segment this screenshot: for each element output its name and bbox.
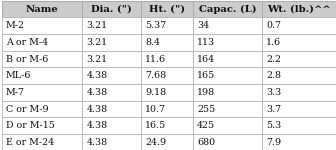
Bar [193, 84, 262, 101]
Text: B or M-6: B or M-6 [6, 55, 48, 64]
Bar [262, 84, 336, 101]
Bar [262, 101, 336, 117]
Text: M-7: M-7 [6, 88, 25, 97]
Bar [141, 117, 193, 134]
Bar [2, 117, 82, 134]
Text: E or M-24: E or M-24 [6, 138, 54, 147]
Bar [193, 101, 262, 117]
Text: 2.2: 2.2 [266, 55, 281, 64]
Bar [141, 1, 193, 17]
Bar [82, 17, 141, 34]
Text: 680: 680 [197, 138, 215, 147]
Text: C or M-9: C or M-9 [6, 105, 48, 114]
Text: 1.6: 1.6 [266, 38, 281, 47]
Bar [82, 1, 141, 17]
Text: M-2: M-2 [6, 21, 25, 30]
Bar [262, 34, 336, 51]
Text: 113: 113 [197, 38, 215, 47]
Text: 4.38: 4.38 [86, 138, 108, 147]
Text: ML-6: ML-6 [6, 71, 31, 80]
Text: Capac. (L): Capac. (L) [199, 4, 256, 14]
Bar [141, 51, 193, 67]
Text: Name: Name [26, 5, 58, 14]
Text: 3.3: 3.3 [266, 88, 281, 97]
Text: 11.6: 11.6 [145, 55, 166, 64]
Bar [141, 67, 193, 84]
Bar [262, 17, 336, 34]
Text: 165: 165 [197, 71, 215, 80]
Bar [82, 84, 141, 101]
Text: 2.8: 2.8 [266, 71, 281, 80]
Text: Wt. (lb.)^^: Wt. (lb.)^^ [267, 5, 331, 14]
Text: Ht. ("): Ht. (") [149, 5, 185, 14]
Bar [2, 84, 82, 101]
Text: 24.9: 24.9 [145, 138, 166, 147]
Bar [82, 51, 141, 67]
Text: 9.18: 9.18 [145, 88, 166, 97]
Bar [193, 51, 262, 67]
Bar [193, 34, 262, 51]
Bar [2, 67, 82, 84]
Bar [2, 101, 82, 117]
Bar [262, 1, 336, 17]
Text: 5.3: 5.3 [266, 121, 281, 130]
Text: 4.38: 4.38 [86, 121, 108, 130]
Bar [2, 1, 82, 17]
Text: 3.21: 3.21 [86, 21, 108, 30]
Text: 164: 164 [197, 55, 215, 64]
Text: 10.7: 10.7 [145, 105, 166, 114]
Bar [82, 117, 141, 134]
Text: 7.9: 7.9 [266, 138, 281, 147]
Bar [193, 67, 262, 84]
Text: Dia. ("): Dia. (") [91, 5, 132, 14]
Bar [141, 17, 193, 34]
Bar [193, 134, 262, 150]
Bar [262, 117, 336, 134]
Bar [141, 84, 193, 101]
Bar [262, 134, 336, 150]
Bar [193, 117, 262, 134]
Bar [82, 67, 141, 84]
Bar [193, 17, 262, 34]
Bar [82, 34, 141, 51]
Text: 3.21: 3.21 [86, 38, 108, 47]
Text: 4.38: 4.38 [86, 88, 108, 97]
Text: 3.21: 3.21 [86, 55, 108, 64]
Text: 8.4: 8.4 [145, 38, 160, 47]
Bar [82, 101, 141, 117]
Text: 3.7: 3.7 [266, 105, 281, 114]
Text: D or M-15: D or M-15 [6, 121, 54, 130]
Text: A or M-4: A or M-4 [6, 38, 48, 47]
Text: 5.37: 5.37 [145, 21, 166, 30]
Text: 16.5: 16.5 [145, 121, 166, 130]
Bar [193, 1, 262, 17]
Bar [2, 134, 82, 150]
Bar [2, 17, 82, 34]
Text: 198: 198 [197, 88, 215, 97]
Bar [2, 51, 82, 67]
Bar [82, 134, 141, 150]
Text: 4.38: 4.38 [86, 71, 108, 80]
Text: 7.68: 7.68 [145, 71, 166, 80]
Bar [141, 34, 193, 51]
Text: 4.38: 4.38 [86, 105, 108, 114]
Text: 34: 34 [197, 21, 209, 30]
Bar [262, 51, 336, 67]
Text: 425: 425 [197, 121, 215, 130]
Bar [141, 101, 193, 117]
Bar [2, 34, 82, 51]
Bar [262, 67, 336, 84]
Text: 0.7: 0.7 [266, 21, 281, 30]
Text: 255: 255 [197, 105, 215, 114]
Bar [141, 134, 193, 150]
